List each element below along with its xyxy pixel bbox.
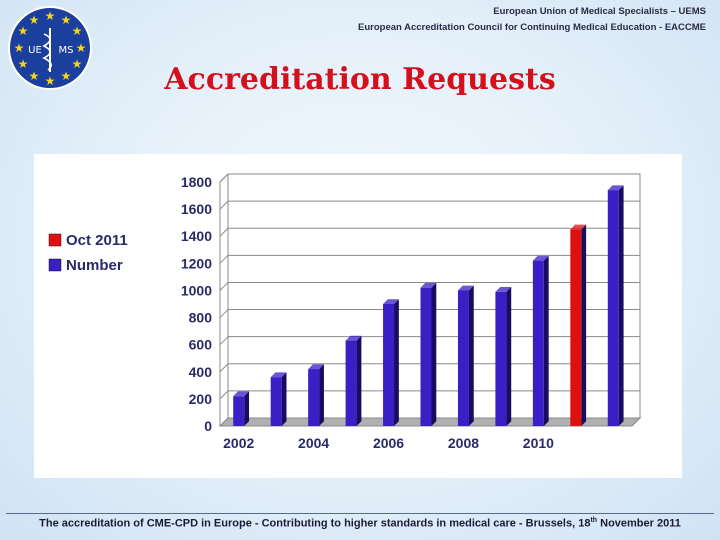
chart-panel: 0 200 400 600 800 1000 1200 1400 1600 1800 2002 200…	[34, 154, 682, 478]
bar-number	[270, 377, 282, 426]
bar-top	[495, 287, 512, 292]
gridline-depth	[219, 363, 229, 373]
x-tick-label: 2008	[448, 435, 479, 451]
bar-side	[468, 285, 474, 426]
bar-side	[356, 335, 362, 426]
bar-top	[457, 285, 474, 291]
bar-number	[383, 304, 395, 426]
x-tick-label: 2006	[373, 435, 404, 451]
bar-top	[607, 185, 624, 191]
page-title: Accreditation Requests	[164, 62, 556, 97]
org-line-2: European Accreditation Council for Conti…	[358, 22, 706, 33]
bar-oct-2011	[570, 229, 582, 426]
svg-text:★: ★	[61, 69, 72, 83]
logo-right-text: MS	[59, 45, 74, 56]
x-tick-label: 2002	[223, 435, 254, 451]
y-tick-label: 1400	[181, 228, 212, 244]
gridline-depth	[219, 390, 229, 400]
gridline-depth	[219, 309, 229, 318]
svg-text:★: ★	[45, 9, 56, 23]
legend-swatch	[48, 233, 62, 247]
x-tick-label: 2004	[298, 435, 329, 451]
bar-number	[495, 291, 507, 426]
bar-top	[383, 299, 399, 304]
bar-side	[618, 185, 624, 426]
x-tick-label: 2010	[523, 435, 554, 451]
bar-number	[532, 260, 544, 426]
bar-number	[345, 340, 357, 426]
svg-text:★: ★	[72, 57, 83, 71]
bar-number	[607, 190, 619, 426]
organization-header: European Union of Medical Specialists – …	[358, 4, 706, 36]
bar-top	[270, 372, 287, 378]
bar-number	[233, 396, 245, 426]
bar-top	[345, 335, 362, 341]
bar-top	[570, 224, 587, 230]
legend-label: Oct 2011	[66, 232, 128, 249]
svg-text:★: ★	[14, 41, 25, 55]
legend-swatch	[48, 258, 62, 272]
footer-divider	[6, 513, 714, 514]
bar-number	[420, 287, 432, 426]
y-tick-label: 1600	[181, 201, 212, 217]
y-tick-label: 200	[189, 391, 213, 407]
bar-top	[532, 255, 549, 261]
org-line-1: European Union of Medical Specialists – …	[493, 6, 706, 17]
gridline-depth	[219, 200, 229, 210]
bar-side	[506, 287, 512, 426]
footer-text: The accreditation of CME-CPD in Europe -…	[39, 517, 681, 530]
svg-text:★: ★	[76, 41, 87, 55]
legend-label: Number	[66, 257, 123, 274]
y-tick-label: 800	[189, 310, 213, 326]
svg-text:★: ★	[29, 13, 40, 27]
bar-number	[457, 290, 469, 426]
svg-text:★: ★	[61, 13, 72, 27]
bar-side	[319, 364, 324, 426]
bar-side	[244, 391, 250, 426]
bar-side	[281, 372, 287, 426]
bar-side	[394, 299, 399, 426]
gridline-depth	[219, 254, 229, 264]
svg-text:★: ★	[29, 69, 40, 83]
y-tick-label: 600	[189, 337, 213, 353]
bar-top	[420, 282, 437, 288]
bar-side	[581, 224, 587, 426]
bar-top	[233, 391, 250, 397]
svg-text:★: ★	[72, 24, 83, 38]
bar-top	[308, 364, 324, 370]
y-tick-label: 1800	[181, 174, 212, 190]
bar-number	[308, 369, 320, 426]
axis-corner	[219, 173, 229, 183]
y-tick-label: 1200	[181, 255, 212, 271]
y-tick-label: 1000	[181, 282, 212, 298]
gridline-depth	[219, 336, 229, 346]
svg-text:★: ★	[18, 57, 29, 71]
y-tick-label: 400	[189, 364, 213, 380]
y-tick-label: 0	[204, 418, 212, 434]
gridline-depth	[219, 227, 229, 237]
svg-text:★: ★	[45, 74, 56, 88]
gridline-depth	[219, 282, 229, 291]
bar-side	[543, 255, 549, 426]
logo-left-text: UE	[28, 45, 42, 56]
bar-side	[431, 282, 437, 426]
svg-text:★: ★	[18, 24, 29, 38]
uems-logo: ★ ★ ★ ★ ★ ★ ★ ★ ★ ★ ★ ★ UE MS	[8, 6, 92, 90]
accreditation-bar-chart: 0 200 400 600 800 1000 1200 1400 1600 1800 2002 200…	[48, 173, 642, 451]
